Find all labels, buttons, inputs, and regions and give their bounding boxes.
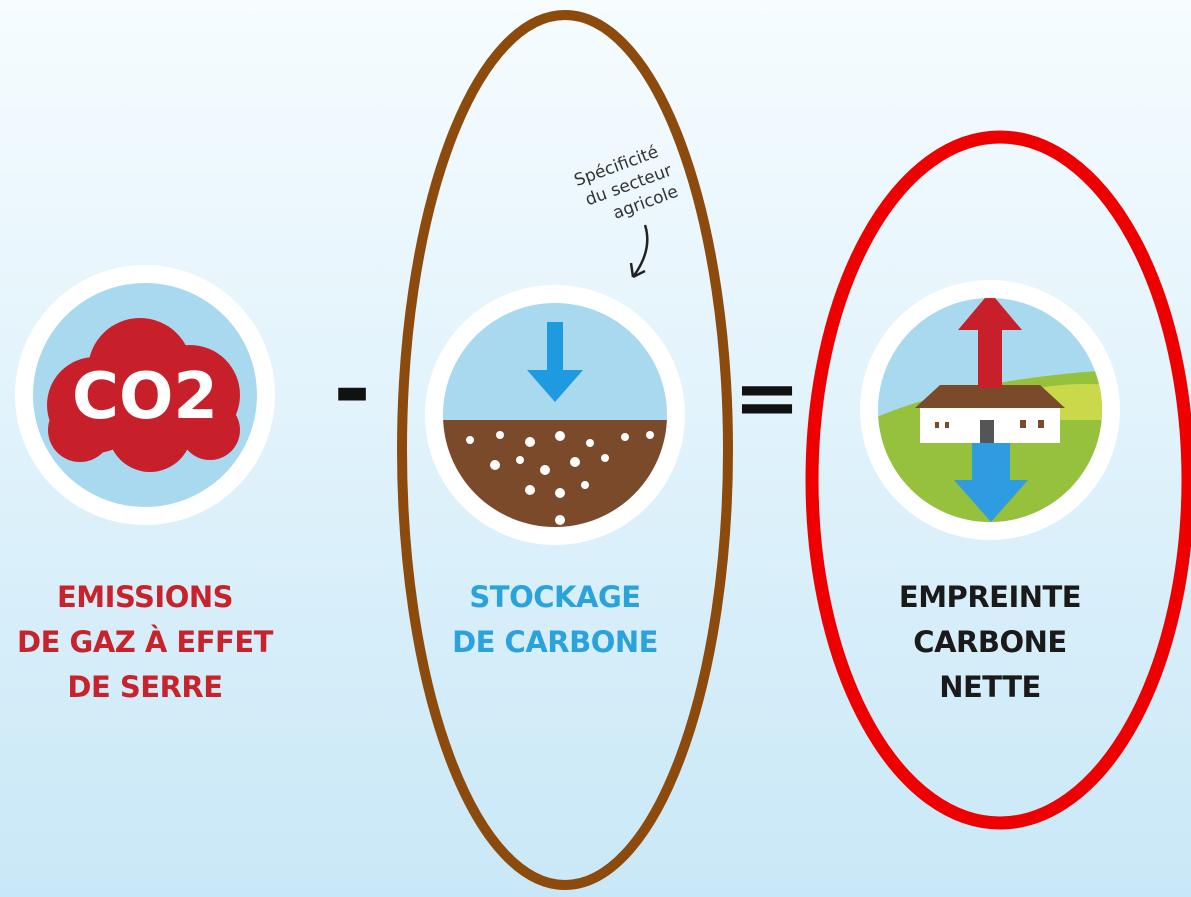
label-line: CARBONE bbox=[913, 625, 1066, 659]
infographic: CO2 EMISSIONS DE GAZ À EFFET DE SERRE - … bbox=[0, 0, 1191, 897]
minus-operator: - bbox=[333, 337, 370, 442]
emissions-icon: CO2 bbox=[15, 265, 275, 525]
label-line: STOCKAGE bbox=[469, 580, 640, 614]
label-line: NETTE bbox=[939, 670, 1041, 704]
storage-icon bbox=[425, 285, 685, 545]
equals-operator: = bbox=[733, 351, 800, 444]
label-line: EMISSIONS bbox=[57, 580, 233, 614]
label-line: EMPREINTE bbox=[899, 580, 1081, 614]
label-line: DE GAZ À EFFET bbox=[17, 625, 274, 659]
footprint-icon bbox=[860, 280, 1120, 540]
label-line: DE SERRE bbox=[67, 670, 222, 704]
co2-text: CO2 bbox=[72, 360, 218, 434]
label-line: DE CARBONE bbox=[452, 625, 658, 659]
